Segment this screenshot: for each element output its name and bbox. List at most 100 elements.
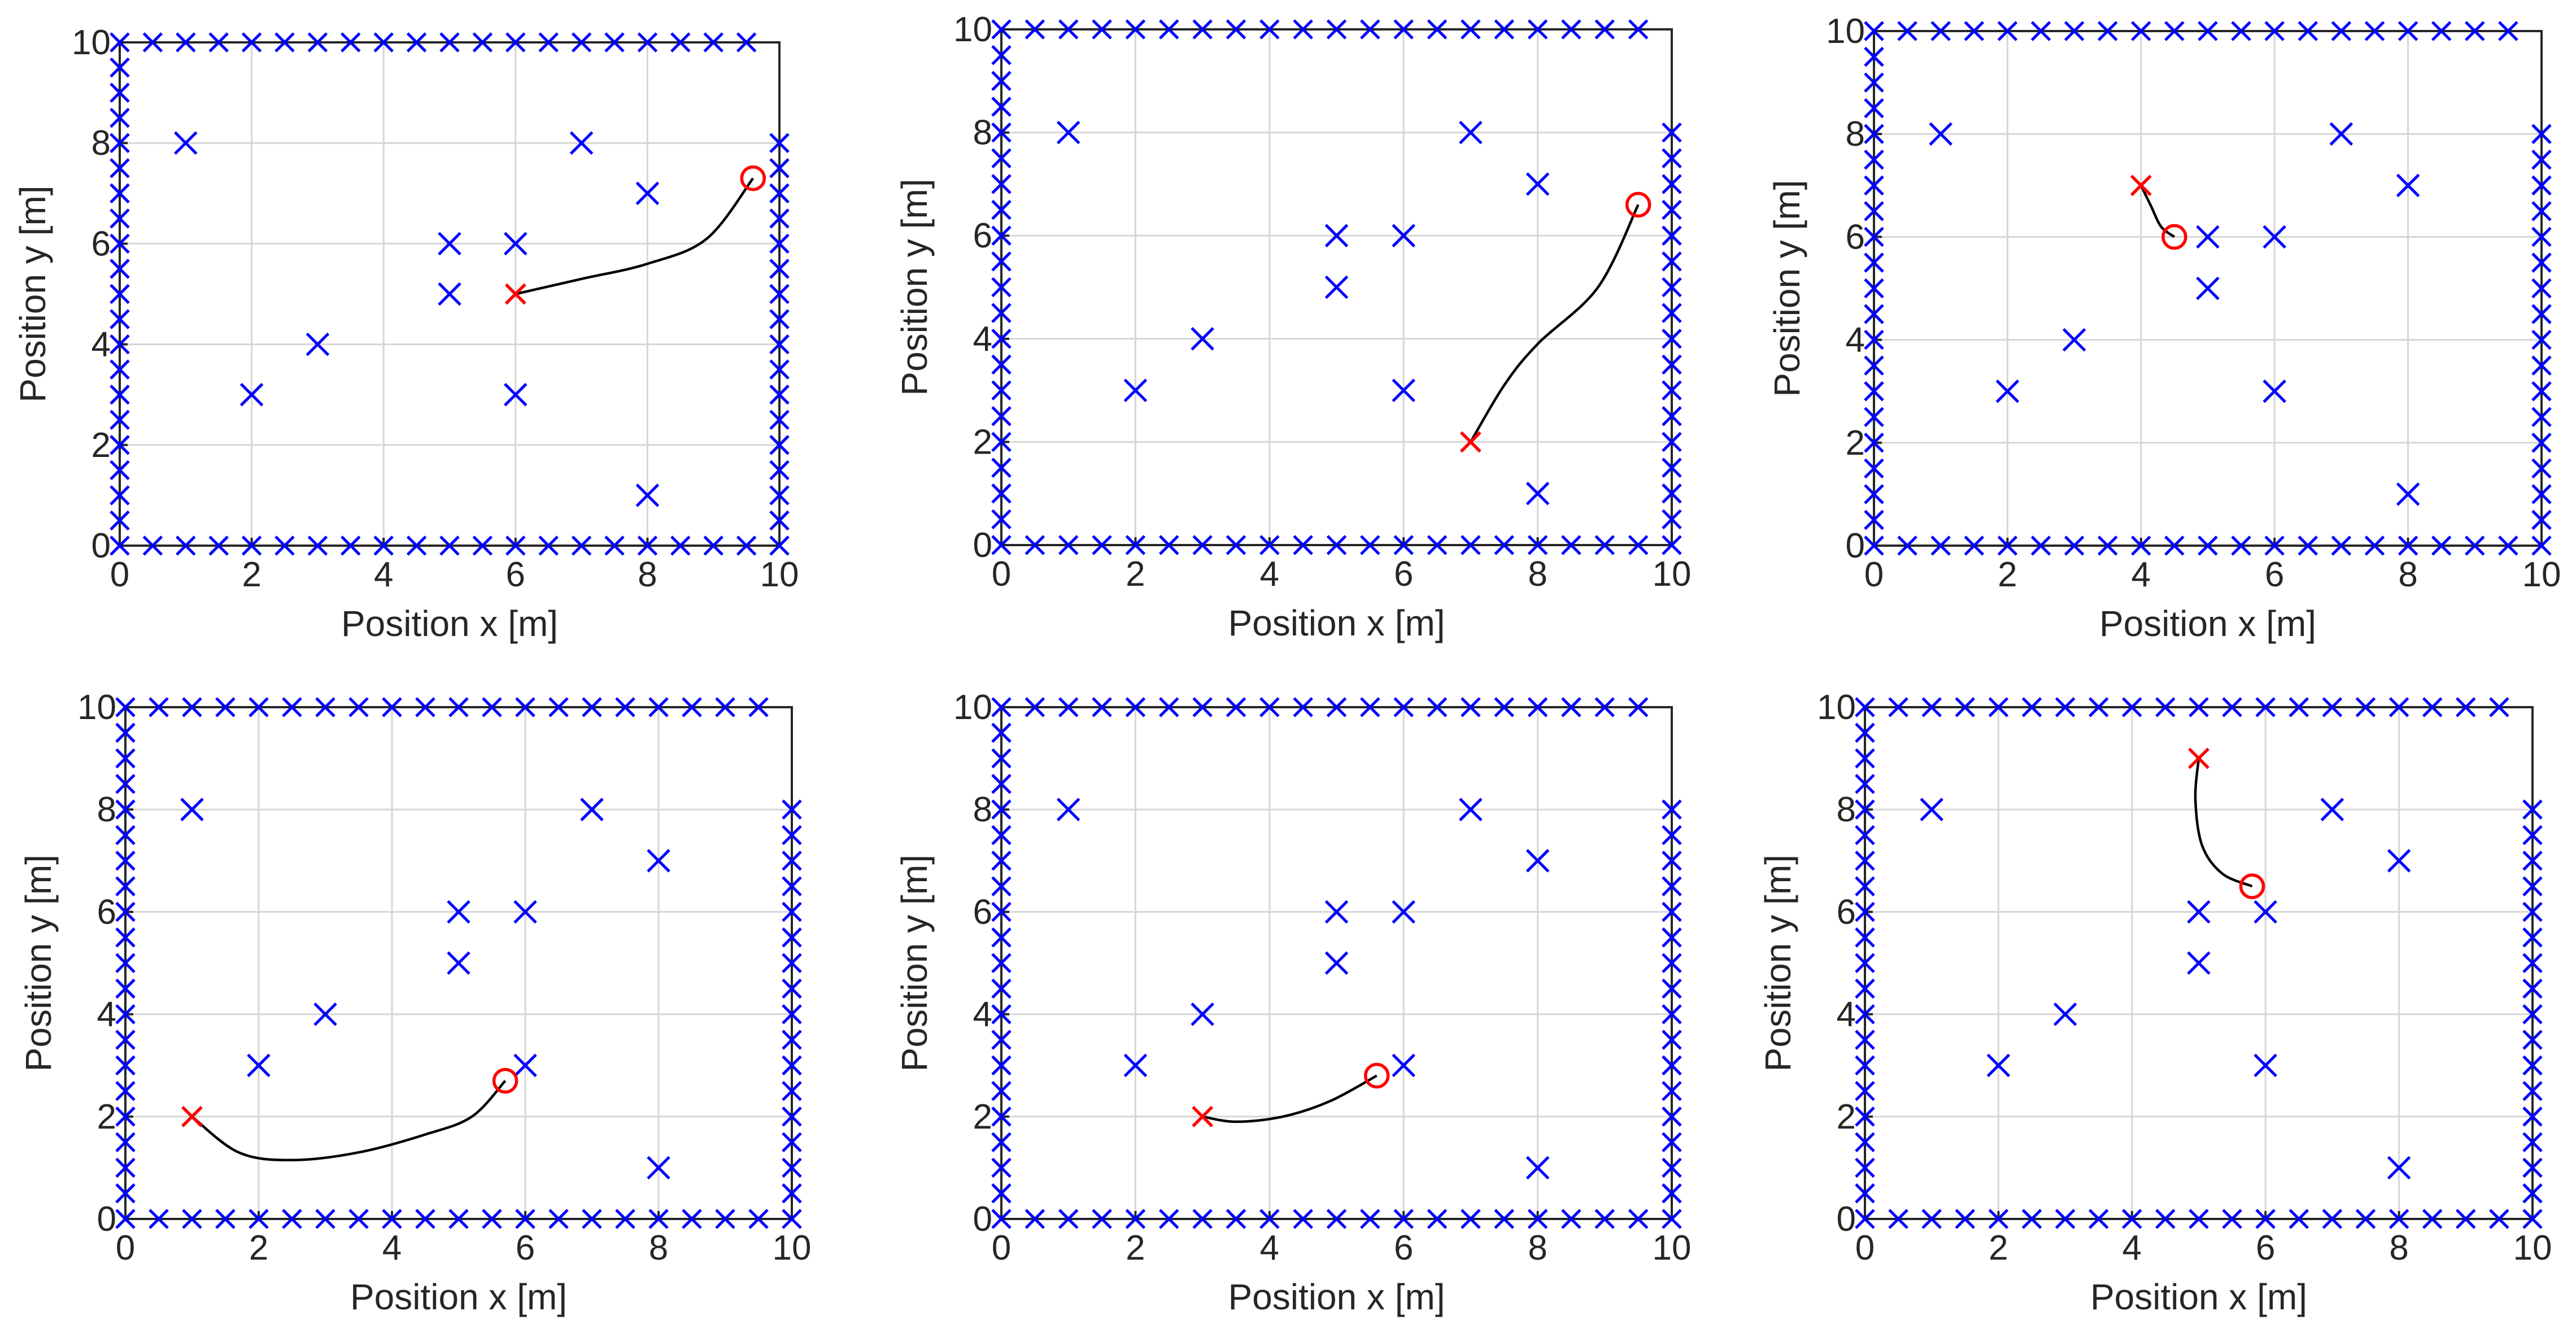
- x-tick-label: 10: [760, 555, 799, 594]
- goal-marker: [740, 165, 766, 191]
- boundary-marker: [2164, 21, 2185, 41]
- boundary-marker: [1125, 535, 1146, 555]
- boundary-marker: [110, 535, 130, 556]
- boundary-marker: [1662, 1183, 1682, 1204]
- boundary-marker: [615, 697, 635, 717]
- boundary-marker: [1662, 303, 1682, 323]
- start-marker: [2188, 747, 2209, 769]
- goal-marker: [492, 1068, 518, 1094]
- axes-ticks: 0 2 4 6 8 10 0 2 4 6 8 10: [72, 23, 799, 594]
- boundary-marker: [1058, 697, 1079, 717]
- obstacle-marker: [513, 1053, 537, 1077]
- boundary-marker: [110, 183, 130, 204]
- boundary-marker: [1360, 535, 1380, 555]
- x-tick-label: 2: [1126, 1229, 1145, 1268]
- obstacle-marker: [447, 951, 470, 975]
- boundary-obstacles: [1864, 21, 2552, 556]
- boundary-marker: [1393, 19, 1414, 40]
- y-tick-label: 2: [91, 426, 111, 465]
- boundary-marker: [2331, 21, 2352, 41]
- boundary-marker: [703, 32, 723, 53]
- boundary-marker: [991, 722, 1012, 743]
- boundary-marker: [1662, 329, 1682, 349]
- boundary-marker: [1192, 535, 1213, 555]
- obstacle-marker: [180, 798, 204, 821]
- boundary-marker: [2531, 355, 2552, 376]
- boundary-marker: [2522, 902, 2543, 922]
- y-tick-label: 4: [1837, 995, 1856, 1034]
- boundary-marker: [2155, 1209, 2176, 1229]
- boundary-marker: [991, 1081, 1012, 1101]
- y-tick-label: 8: [973, 790, 992, 829]
- boundary-marker: [110, 57, 130, 78]
- obstacle-marker: [1324, 275, 1349, 299]
- y-tick-label: 6: [973, 892, 992, 931]
- boundary-marker: [769, 460, 790, 481]
- boundary-marker: [1855, 825, 1875, 846]
- boundary-marker: [1897, 535, 1917, 556]
- obstacle-marker: [635, 484, 660, 507]
- boundary-marker: [1092, 697, 1112, 717]
- boundary-marker: [769, 410, 790, 430]
- axes-ticks: 0 2 4 6 8 10 0 2 4 6 8 10: [953, 10, 1691, 594]
- chart-panel-4: 0 2 4 6 8 10 0 2 4 6 8 10 Position x [m] Position y […: [18, 688, 811, 1317]
- boundary-marker: [2088, 697, 2109, 717]
- boundary-marker: [482, 1209, 502, 1229]
- boundary-marker: [110, 510, 130, 531]
- obstacles: [180, 798, 670, 1180]
- x-tick-label: 0: [992, 1229, 1011, 1268]
- obstacle-marker: [313, 1002, 337, 1026]
- boundary-marker: [1662, 277, 1682, 298]
- boundary-marker: [149, 1209, 169, 1229]
- boundary-marker: [1259, 697, 1280, 717]
- trajectory-line: [515, 177, 755, 295]
- boundary-marker: [769, 259, 790, 279]
- x-tick-label: 2: [249, 1229, 268, 1268]
- boundary-marker: [1864, 458, 1884, 479]
- obstacles: [1929, 122, 2420, 506]
- y-tick-label: 6: [973, 216, 992, 255]
- boundary-marker: [2522, 927, 2543, 948]
- boundary-marker: [991, 1183, 1012, 1204]
- x-tick-label: 8: [638, 555, 657, 594]
- y-tick-label: 2: [1837, 1098, 1856, 1136]
- boundary-marker: [1594, 697, 1615, 717]
- boundary-marker: [991, 1030, 1012, 1050]
- obstacle-marker: [1459, 798, 1483, 821]
- boundary-marker: [115, 1055, 136, 1075]
- boundary-marker: [115, 953, 136, 973]
- boundary-marker: [991, 380, 1012, 400]
- boundary-marker: [1662, 225, 1682, 246]
- boundary-obstacles: [1855, 697, 2543, 1229]
- boundary-marker: [1855, 1030, 1875, 1050]
- x-tick-label: 4: [2122, 1229, 2142, 1268]
- boundary-marker: [1326, 19, 1347, 40]
- boundary-marker: [991, 277, 1012, 298]
- boundary-marker: [1427, 697, 1448, 717]
- boundary-marker: [515, 1209, 535, 1229]
- obstacle-marker: [2254, 1053, 2277, 1077]
- boundary-marker: [991, 458, 1012, 478]
- boundary-marker: [1092, 535, 1112, 555]
- y-axis-label: Position y [m]: [18, 855, 59, 1072]
- boundary-marker: [1864, 21, 1884, 41]
- boundary-marker: [2531, 407, 2552, 428]
- boundary-marker: [748, 697, 769, 717]
- boundary-marker: [2531, 124, 2552, 144]
- y-tick-label: 0: [1837, 1200, 1856, 1239]
- boundary-marker: [715, 1209, 735, 1229]
- boundary-marker: [115, 1183, 136, 1204]
- boundary-marker: [991, 1055, 1012, 1075]
- obstacle-marker: [2196, 225, 2220, 249]
- boundary-marker: [2021, 697, 2042, 717]
- boundary-marker: [2456, 697, 2476, 717]
- boundary-marker: [2522, 1107, 2543, 1127]
- boundary-marker: [991, 354, 1012, 375]
- boundary-marker: [2522, 1081, 2543, 1101]
- boundary-marker: [115, 902, 136, 922]
- goal-marker: [2161, 224, 2187, 250]
- boundary-marker: [448, 697, 469, 717]
- boundary-marker: [1864, 433, 1884, 453]
- boundary-marker: [2021, 1209, 2042, 1229]
- boundary-marker: [1662, 1157, 1682, 1178]
